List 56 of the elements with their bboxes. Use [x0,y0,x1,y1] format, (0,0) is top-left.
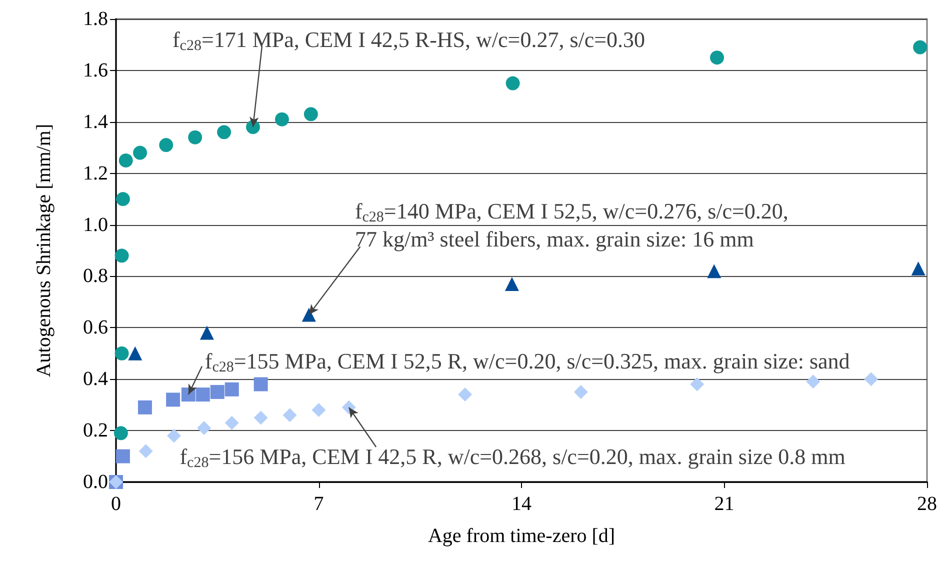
point [574,384,588,399]
y-axis-title: Autogenous Shrinkage [mm/m] [33,124,55,378]
point [188,130,202,144]
point [806,374,820,389]
point [224,382,239,396]
point [254,377,268,392]
point [116,192,130,206]
point [138,444,153,458]
point [274,112,289,126]
y-tick-label: 1.6 [83,59,108,82]
point [217,125,232,140]
point [159,138,174,152]
point [254,410,268,425]
point [506,76,520,90]
x-tick-label: 7 [314,493,324,515]
point [458,388,472,402]
point [133,146,148,160]
point [210,384,224,399]
point [166,392,180,407]
point [710,50,724,65]
point [913,40,928,54]
y-tick-label: 1.2 [83,162,108,184]
point [114,426,128,440]
y-tick-label: 0.8 [83,265,108,288]
point [864,372,878,386]
x-axis-title: Age from time-zero [d] [428,525,616,547]
point [196,388,210,402]
y-tick-label: 0.0 [83,471,108,493]
point [312,402,326,417]
y-tick-label: 1.0 [83,214,108,236]
point [128,346,142,360]
y-tick-label: 0.2 [83,420,108,442]
x-tick-label: 14 [512,493,532,515]
point [911,262,926,276]
point [282,408,297,422]
point [200,326,214,340]
point [707,264,722,278]
point [197,420,212,435]
y-tick-label: 0.6 [83,316,108,339]
x-tick-label: 28 [917,493,937,515]
point [302,308,316,322]
point [116,449,130,464]
x-tick-label: 0 [111,493,121,515]
point [114,346,129,360]
point [304,107,318,122]
y-tick-label: 1.4 [83,110,108,133]
point [224,416,239,430]
y-tick-label: 1.8 [83,8,108,30]
point [166,428,181,443]
point [118,153,133,168]
point [114,248,129,263]
point [690,377,704,392]
x-tick-label: 21 [714,493,734,515]
point [138,400,152,414]
y-tick-label: 0.4 [83,368,108,390]
point [504,276,519,291]
